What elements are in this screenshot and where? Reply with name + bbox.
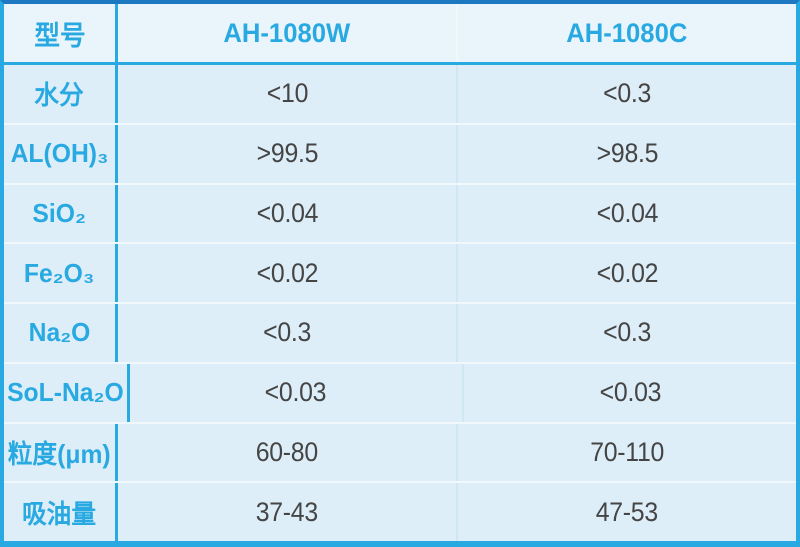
row-value: <0.04 [256, 197, 318, 228]
row-value: 60-80 [255, 436, 319, 467]
row-label: 粒度(μm) [8, 438, 111, 469]
row-value: <0.02 [256, 257, 318, 288]
row-value-cell: 47-53 [458, 483, 796, 541]
header-cell-ah-1080w: AH-1080W [118, 4, 458, 62]
row-label-cell: Fe₂O₃ [4, 244, 118, 302]
row-value-cell: <0.3 [458, 65, 796, 123]
row-label-cell: Na₂O [4, 304, 118, 362]
header-cell-ah-1080c: AH-1080C [458, 4, 796, 62]
row-label-cell: SoL-Na₂O [4, 363, 130, 422]
row-value: >99.5 [256, 138, 318, 169]
row-label: 吸油量 [22, 498, 97, 529]
row-value: <0.03 [265, 377, 327, 408]
row-value-cell: <0.02 [118, 244, 458, 302]
row-label-cell: AL(OH)₃ [4, 124, 118, 183]
row-value: <0.03 [599, 377, 661, 408]
row-value-cell: <0.03 [464, 364, 796, 422]
table-row: 吸油量 37-43 47-53 [4, 483, 796, 541]
row-value-cell: <0.02 [458, 244, 796, 302]
row-label: Fe₂O₃ [24, 257, 95, 288]
row-value-cell: <0.3 [458, 304, 796, 362]
row-value-cell: >99.5 [118, 124, 458, 183]
row-value-cell: 60-80 [118, 423, 458, 482]
row-value-cell: <0.3 [118, 304, 458, 362]
table-row: Na₂O <0.3 <0.3 [4, 304, 796, 364]
table-row: SoL-Na₂O <0.03 <0.03 [4, 363, 796, 424]
table-row: 粒度(μm) 60-80 70-110 [4, 423, 796, 484]
table-row: AL(OH)₃ >99.5 >98.5 [4, 124, 796, 185]
row-label: AL(OH)₃ [10, 138, 109, 169]
row-value: <0.02 [596, 257, 658, 288]
header-cell-model: 型号 [4, 4, 118, 62]
row-value-cell: <0.03 [130, 363, 464, 422]
row-label-cell: SiO₂ [4, 184, 118, 243]
table-body: 水分 <10 <0.3 AL(OH)₃ >99.5 >98.5 SiO₂ <0.04 <0.04… [4, 65, 796, 541]
row-label-cell: 水分 [4, 65, 118, 123]
row-label: Na₂O [28, 317, 91, 348]
row-label: 水分 [34, 80, 85, 111]
row-label-cell: 粒度(μm) [4, 423, 118, 482]
row-value-cell: <10 [118, 65, 458, 123]
table-header-row: 型号 AH-1080W AH-1080C [4, 4, 796, 65]
header-ah-1080c-label: AH-1080C [566, 17, 688, 48]
row-value: <0.3 [263, 317, 311, 348]
row-value: <0.3 [603, 317, 651, 348]
row-value: 37-43 [255, 496, 319, 527]
row-value-cell: <0.04 [118, 184, 458, 243]
header-ah-1080w-label: AH-1080W [223, 17, 351, 48]
row-value: 70-110 [590, 436, 664, 467]
row-value-cell: <0.04 [458, 185, 796, 243]
row-value-cell: 37-43 [118, 483, 458, 541]
row-value: <0.04 [596, 197, 658, 228]
row-value: <0.3 [603, 78, 651, 109]
row-value: >98.5 [596, 138, 658, 169]
row-label: SiO₂ [32, 197, 87, 228]
row-label: SoL-Na₂O [7, 377, 124, 408]
header-model-label: 型号 [33, 20, 86, 51]
row-value-cell: 70-110 [458, 424, 796, 482]
row-label-cell: 吸油量 [4, 483, 118, 541]
table-row: Fe₂O₃ <0.02 <0.02 [4, 244, 796, 304]
row-value: <10 [266, 78, 308, 109]
table-row: SiO₂ <0.04 <0.04 [4, 184, 796, 245]
table-row: 水分 <10 <0.3 [4, 65, 796, 125]
row-value: 47-53 [595, 496, 659, 527]
row-value-cell: >98.5 [458, 125, 796, 183]
